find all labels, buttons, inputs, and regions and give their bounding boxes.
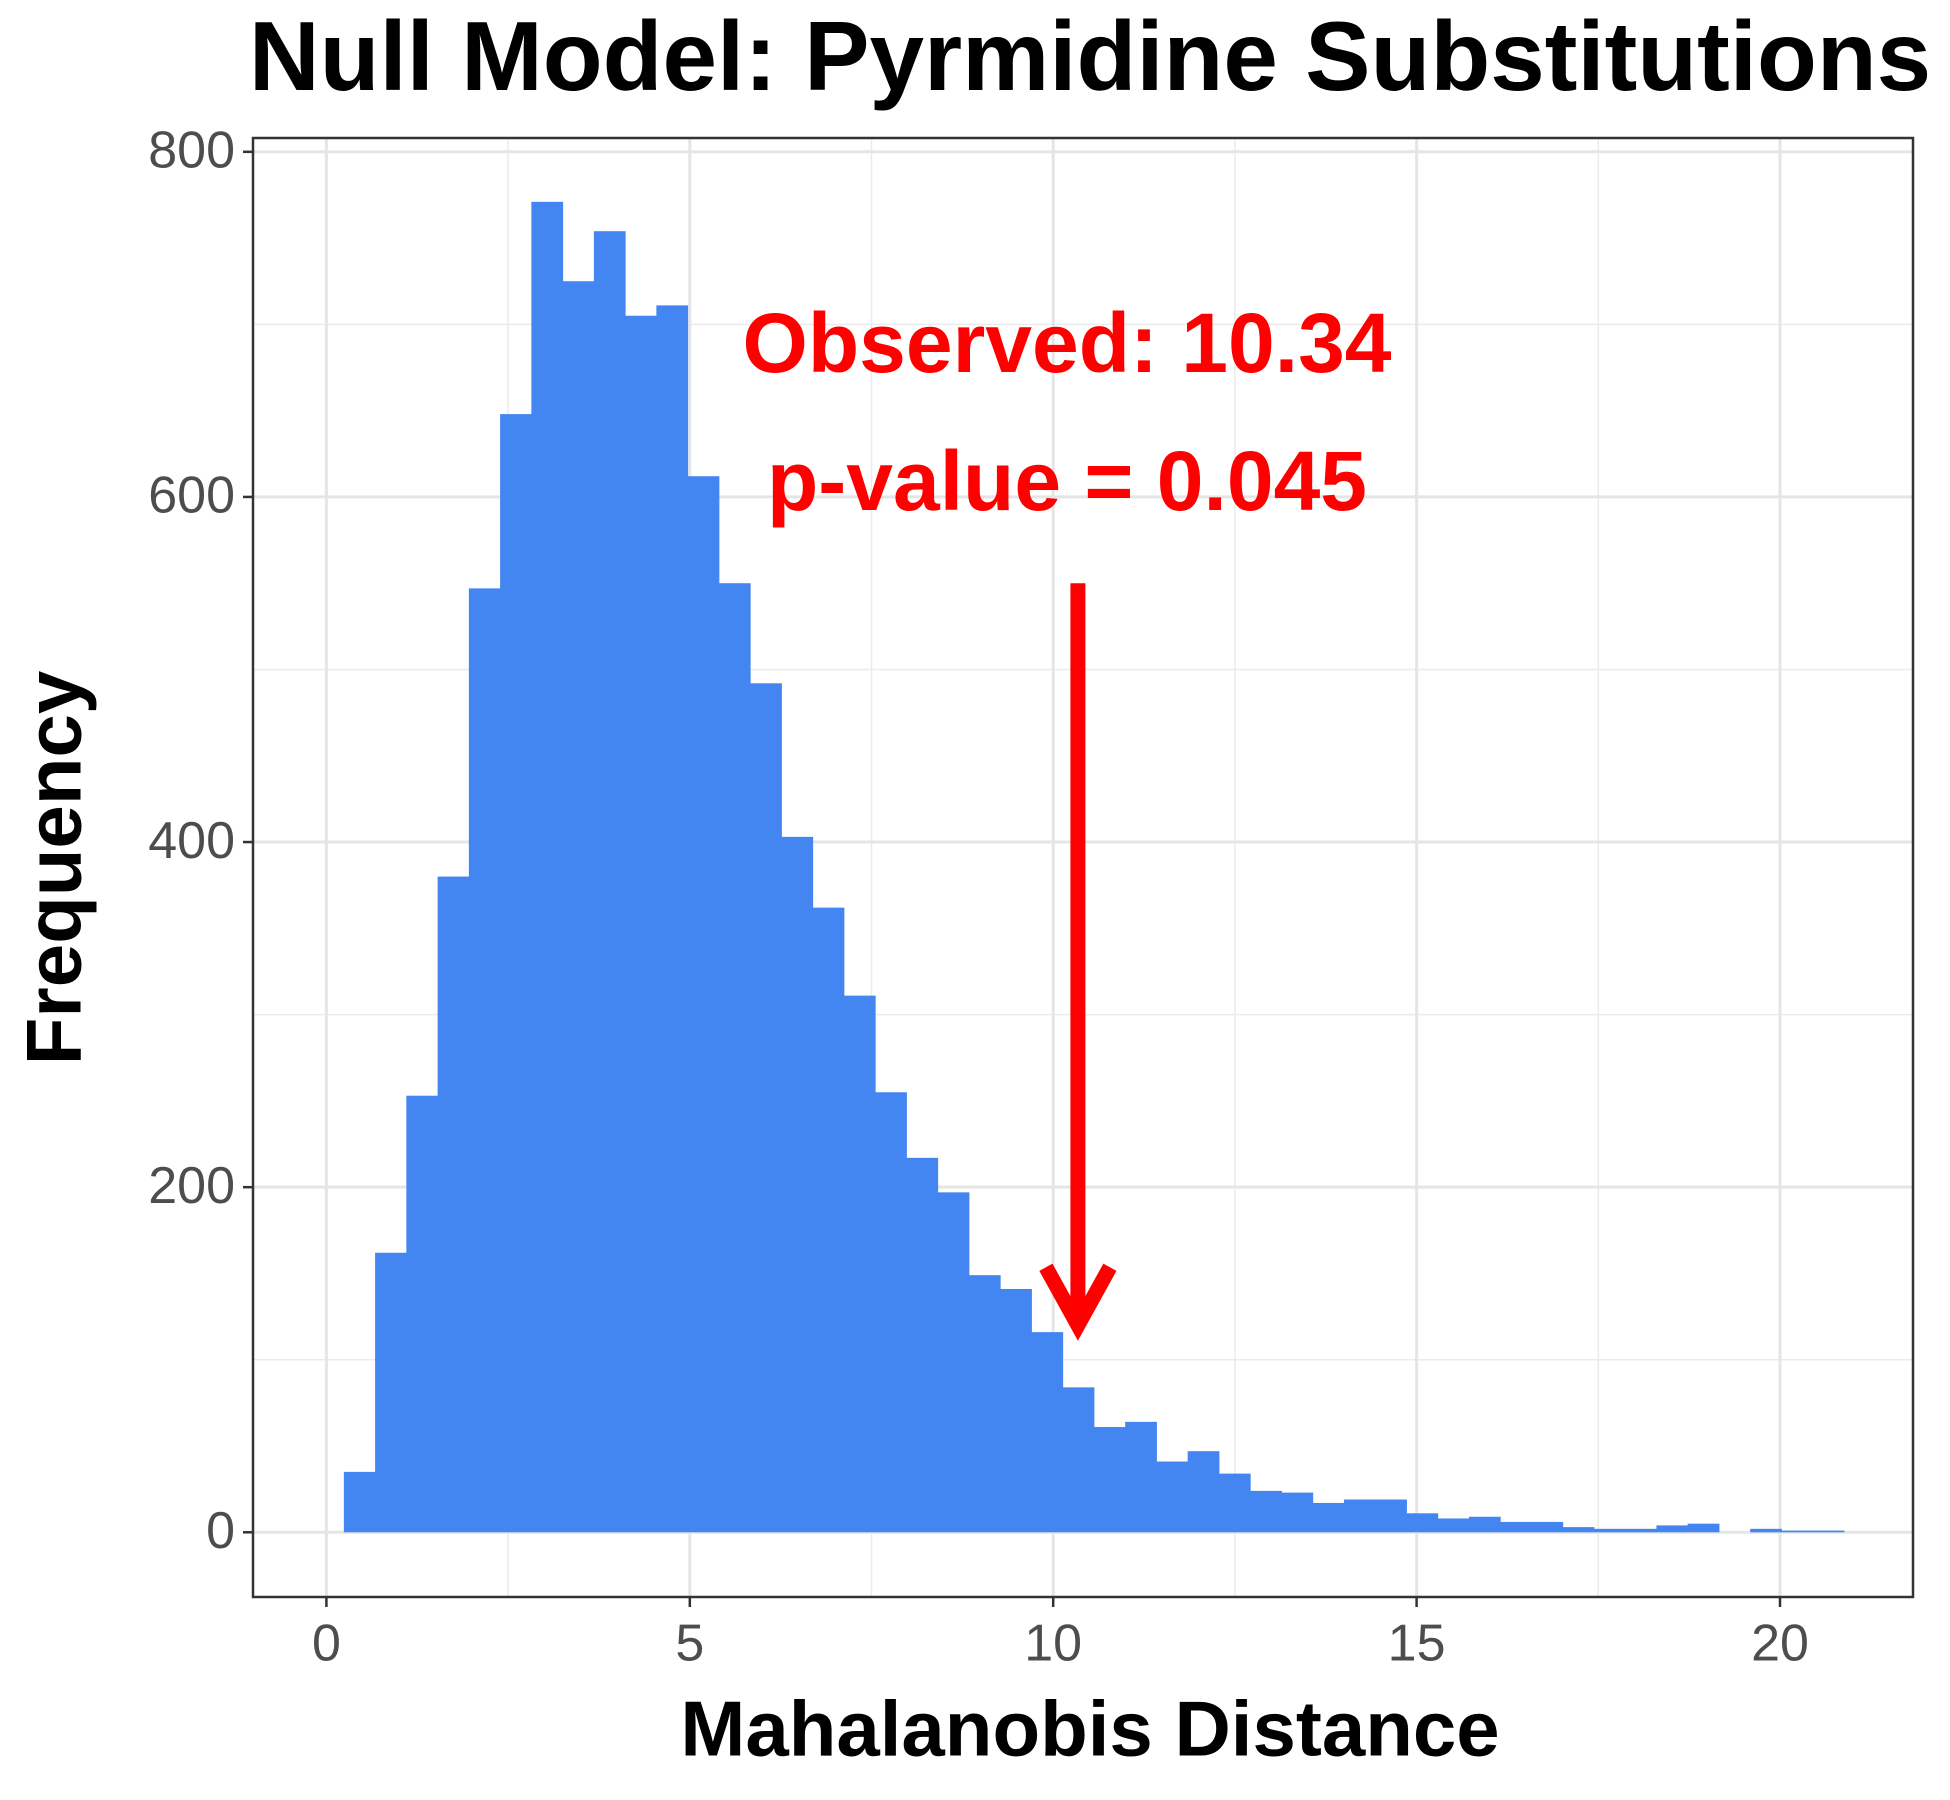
bar [593,231,626,1533]
y-tick-label: 0 [206,1502,235,1560]
bar [1281,1492,1314,1533]
bar [843,995,876,1533]
bar [1187,1451,1220,1533]
bar [1312,1502,1345,1533]
bar [1156,1461,1189,1533]
bar [1593,1528,1626,1533]
bar [1375,1499,1407,1533]
y-tick-label: 600 [148,467,235,525]
bar [406,1095,439,1533]
bar [343,1471,376,1533]
bar [1781,1530,1814,1533]
plot-border [251,136,1915,1599]
bar [1093,1427,1126,1533]
x-tick-label: 5 [675,1615,704,1673]
bar [625,315,657,1533]
bar [1750,1528,1782,1533]
bar [656,305,689,1533]
bar [1062,1387,1095,1533]
bar [1343,1499,1376,1533]
bar [1406,1513,1439,1533]
bar [1250,1490,1282,1533]
bar [1687,1523,1720,1533]
annotation-text: Observed: 10.34 [742,296,1391,390]
x-tick-label: 10 [1024,1615,1082,1673]
bar [1031,1332,1064,1533]
bar [1468,1516,1501,1533]
bar [1656,1525,1689,1533]
bar [500,414,532,1533]
bar [812,907,845,1533]
y-axis-title: Frequency [10,671,98,1065]
bar [375,1252,407,1533]
chart-title: Null Model: Pyrmidine Substitutions [249,1,1931,111]
bar [968,1275,1001,1533]
bar [1218,1473,1251,1533]
x-tick-label: 15 [1388,1615,1446,1673]
annotation-text: p-value = 0.045 [767,434,1367,528]
bar [1500,1521,1532,1533]
bar [437,876,470,1533]
y-tick-label: 400 [148,812,235,870]
bar [875,1092,907,1533]
bar [1000,1288,1032,1533]
bar [937,1192,970,1533]
bar [781,836,814,1533]
x-tick-label: 0 [312,1615,341,1673]
bar [1125,1421,1157,1533]
bar [1562,1527,1595,1533]
bar [1625,1528,1657,1533]
y-tick-label: 200 [148,1157,235,1215]
bar [687,476,720,1533]
bar [531,201,564,1533]
arrow-head [1039,1263,1117,1341]
bar [906,1157,939,1533]
bar [1437,1518,1470,1533]
bar [468,588,501,1533]
bar [1531,1521,1564,1533]
bar [1812,1530,1845,1533]
x-axis-title: Mahalanobis Distance [680,1685,1499,1773]
bar [718,583,751,1533]
x-tick-label: 20 [1751,1615,1809,1673]
y-tick-label: 800 [148,122,235,180]
bar [750,683,782,1533]
bar [562,281,595,1533]
